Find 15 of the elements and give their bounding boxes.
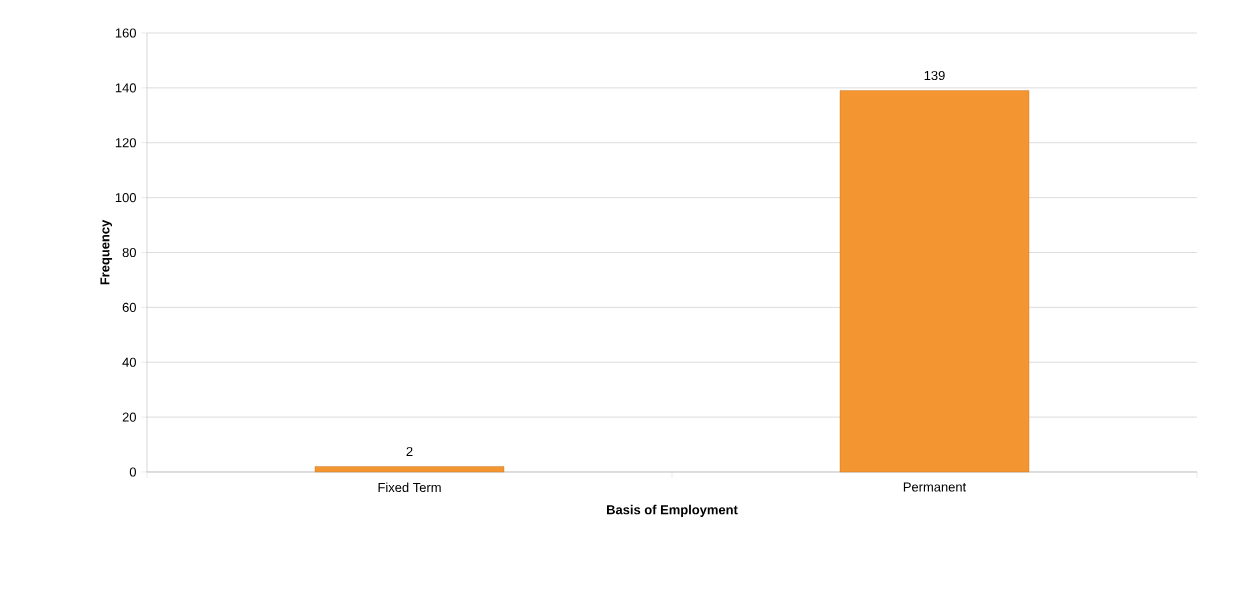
y-tick-label: 60 — [122, 302, 136, 312]
y-tick-label: 120 — [115, 138, 136, 148]
y-tick-label: 140 — [115, 83, 136, 93]
y-tick-label: 80 — [122, 247, 136, 258]
data-label: 139 — [924, 70, 945, 81]
y-axis-title: Frequency — [100, 219, 113, 285]
y-tick-label: 20 — [122, 412, 136, 422]
x-tick-label: Fixed Term — [378, 482, 441, 493]
y-tick-label: 100 — [115, 193, 136, 203]
x-axis-title: Basis of Employment — [607, 504, 738, 517]
y-tick-label: 0 — [129, 467, 136, 477]
data-label: 2 — [406, 446, 413, 456]
y-tick-label: 40 — [122, 357, 136, 367]
y-tick-label: 160 — [115, 28, 136, 38]
x-tick-label: Permanent — [903, 482, 967, 492]
